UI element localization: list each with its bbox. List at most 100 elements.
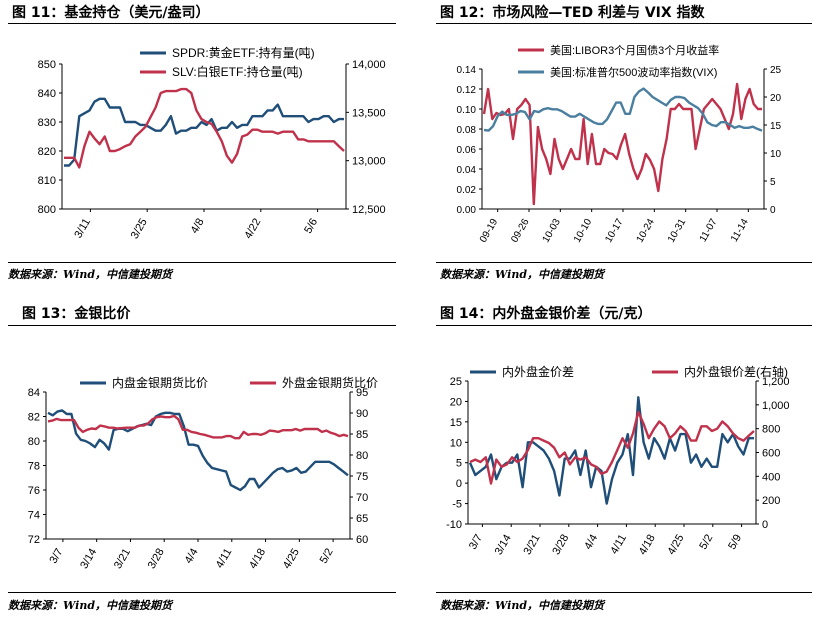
series-line-1 [47,414,349,440]
series-line-1 [64,87,345,169]
x-tick-label: 4/18 [247,547,268,572]
x-tick-label: 3/7 [467,533,485,552]
title-rule [8,325,396,326]
y-tick-label-left: 800 [38,204,56,216]
y-tick-label-left: 74 [28,510,40,522]
legend-label: 内外盘银价差(右轴) [684,364,788,379]
y-tick-label-right: 13,000 [352,156,386,168]
x-tick-label: 10-03 [541,217,564,245]
y-tick-label-right: 15 [770,121,782,132]
panel-title: 图 13：金银比价 [22,306,131,322]
legend-label: 内盘金银期货比价 [112,375,208,390]
legend-label: SLV:白银ETF:持仓量(吨) [172,64,303,79]
y-tick-label-left: 84 [28,387,40,399]
x-tick-label: 3/21 [112,547,133,572]
series-line-0 [468,396,754,505]
source-rule [8,592,396,593]
x-tick-label: 5/9 [726,533,744,552]
y-tick-label-left: 850 [38,59,56,71]
y-tick-label-right: 200 [762,495,780,507]
x-tick-label: 5/6 [302,217,320,236]
x-tick-label: 3/28 [146,547,167,572]
legend-label: SPDR:黄金ETF:持有量(吨) [172,45,315,60]
y-tick-label-right: 25 [770,65,782,76]
y-tick-label-left: 0.02 [457,185,477,196]
x-tick-label: 3/21 [521,533,542,558]
x-tick-label: 3/7 [47,547,65,566]
y-tick-label-right: 10 [770,149,782,160]
y-tick-label-left: 830 [38,117,56,129]
y-tick-label-right: 1,000 [762,400,790,412]
data-source: 数据来源：Wind，中信建投期货 [8,599,173,612]
panel-title: 图 14：内外盘金银价差（元/克） [440,306,652,322]
x-tick-label: 3/25 [129,217,150,242]
x-tick-label: 4/25 [665,533,686,558]
chart-domestic-foreign-spread: -10 -5 0 5 10 15 20 25 0 200 400 600 800 1,000 1,200 3/… [446,364,790,558]
y-tick-label-right: 0 [770,205,776,216]
title-rule [436,23,812,24]
series-line-1 [469,410,755,485]
x-tick-label: 10-17 [603,217,626,245]
y-tick-label-left: 15 [450,417,462,429]
x-tick-label: 09-19 [478,217,501,245]
y-tick-label-right: 1,200 [762,376,790,388]
y-tick-label-right: 80 [356,450,368,462]
x-tick-label: 4/4 [183,547,201,566]
y-tick-label-right: 85 [356,429,368,441]
x-tick-label: 3/11 [72,217,93,241]
legend-label: 美国:LIBOR3个月国债3个月收益率 [550,43,719,57]
y-tick-label-left: 840 [38,88,56,100]
x-tick-label: 09-26 [509,217,532,245]
y-tick-label-left: 820 [38,146,56,158]
y-tick-label-right: 14,000 [352,59,386,71]
y-tick-label-right: 600 [762,448,780,460]
y-tick-label-left: 10 [450,437,462,449]
y-tick-label-left: 76 [28,485,40,497]
y-tick-label-left: 78 [28,461,40,473]
y-tick-label-left: 0.12 [457,85,477,96]
x-tick-label: 11-14 [729,217,751,244]
y-tick-label-right: 90 [356,408,368,420]
x-tick-label: 4/18 [637,533,658,558]
y-tick-label-left: -10 [446,519,462,531]
y-tick-label-left: 20 [450,396,462,408]
source-rule [436,262,812,263]
x-tick-label: 4/8 [189,217,207,236]
data-source: 数据来源：Wind，中信建投期货 [440,268,605,281]
y-tick-label-left: 72 [28,534,40,546]
data-source: 数据来源：Wind，中信建投期货 [8,268,173,281]
x-tick-label: 10-31 [666,217,689,245]
y-tick-label-left: 80 [28,436,40,448]
x-tick-label: 10-24 [635,217,658,245]
x-tick-label: 4/11 [608,533,629,557]
series-line-0 [482,82,762,206]
y-tick-label-left: 0.14 [457,65,477,76]
y-tick-label-left: 82 [28,412,40,424]
x-tick-label: 11-07 [698,217,720,244]
x-tick-label: 4/22 [242,217,263,242]
series-line-0 [47,409,349,492]
series-line-0 [64,97,344,167]
y-tick-label-right: 400 [762,471,780,483]
y-tick-label-right: 60 [356,534,368,546]
y-tick-label-right: 0 [762,519,768,531]
legend-label: 内外盘金价差 [502,364,574,379]
y-tick-label-right: 95 [356,387,368,399]
panel-title: 图 12：市场风险—TED 利差与 VIX 指数 [440,5,705,21]
legend-label: 美国:标准普尔500波动率指数(VIX) [550,65,717,79]
data-source: 数据来源：Wind，中信建投期货 [440,599,605,612]
y-tick-label-right: 12,500 [352,204,386,216]
y-tick-label-right: 13,500 [352,107,386,119]
legend-label: 外盘金银期货比价 [282,375,378,390]
chart-ted-vix: 0.00 0.02 0.04 0.06 0.08 0.10 0.12 0.14 0 5 10 15 20… [457,43,782,245]
y-tick-label-right: 5 [770,177,776,188]
x-tick-label: 5/2 [318,547,336,566]
y-tick-label-left: -5 [452,499,462,511]
y-tick-label-left: 0.08 [457,125,477,136]
series-line-1 [483,87,763,132]
panel-title: 图 11：基金持仓（美元/盎司） [12,5,210,21]
y-tick-label-left: 810 [38,175,56,187]
y-tick-label-right: 70 [356,492,368,504]
y-tick-label-right: 20 [770,93,782,104]
chart-fund-holdings: 800 810 820 830 840 850 12,500 13,000 13,500 14,0… [38,45,386,242]
